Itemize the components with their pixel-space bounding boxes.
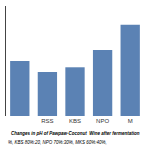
svg-text:M: M — [128, 118, 133, 124]
svg-text:Changes in pH of Pawpaw-Coconu: Changes in pH of Pawpaw-Coconut Wine aft… — [11, 131, 140, 136]
svg-text:%, KBS 80%:20, NPO 70%:30%, MK: %, KBS 80%:20, NPO 70%:30%, MKS 60%:40%, — [8, 140, 107, 145]
svg-text:RSS: RSS — [41, 118, 53, 124]
svg-text:NPO: NPO — [96, 118, 109, 124]
svg-text:KBS: KBS — [69, 118, 81, 124]
